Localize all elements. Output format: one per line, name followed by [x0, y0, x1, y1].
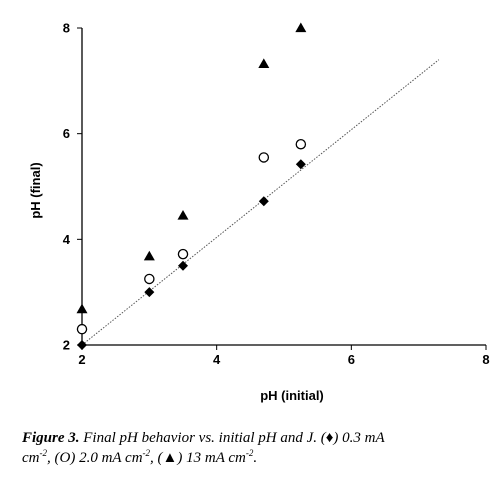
- y-axis-title: pH (final): [28, 162, 43, 218]
- triangle-point: [177, 210, 189, 220]
- diamond-point: [77, 340, 87, 350]
- caption-sup-2: -2: [142, 448, 151, 458]
- diamond-point: [144, 287, 155, 298]
- x-tick-label: 2: [78, 352, 85, 367]
- diamond-point: [295, 159, 306, 170]
- axes: 2 4 6 8 2 4 6 8 pH (initial) pH (final): [28, 21, 490, 404]
- x-tick-label: 8: [482, 352, 489, 367]
- data-points: [76, 22, 307, 350]
- scatter-chart: 2 4 6 8 2 4 6 8 pH (initial) pH (final): [28, 21, 490, 404]
- figure-caption: Figure 3. Final pH behavior vs. initial …: [22, 428, 492, 468]
- caption-line2-a: cm: [22, 450, 40, 466]
- triangle-point: [143, 250, 155, 261]
- circle-point: [177, 248, 189, 260]
- triangle-point: [76, 303, 88, 314]
- diamond-point: [178, 260, 188, 271]
- diamond-point: [258, 196, 269, 207]
- x-tick-label: 4: [213, 352, 221, 367]
- circle-point: [258, 152, 270, 163]
- triangle-point: [258, 58, 270, 69]
- caption-line2-d: .: [253, 450, 258, 466]
- caption-line2-b: , (O) 2.0 mA cm: [47, 450, 143, 466]
- caption-sup-1: -2: [39, 448, 48, 458]
- y-tick-label: 4: [63, 232, 71, 247]
- caption-sup-3: -2: [245, 448, 254, 458]
- triangle-point: [295, 22, 307, 33]
- circle-point: [76, 323, 88, 335]
- circle-point: [295, 138, 307, 150]
- y-tick-label: 2: [63, 338, 70, 353]
- caption-line1: Final pH behavior vs. initial pH and J. …: [83, 430, 385, 446]
- caption-label: Figure 3.: [22, 430, 80, 446]
- y-tick-label: 6: [63, 126, 70, 141]
- caption-line2-c: , (▲) 13 mA cm: [150, 450, 246, 466]
- x-tick-label: 6: [348, 352, 355, 367]
- x-axis-title: pH (initial): [260, 388, 324, 403]
- circle-point: [144, 273, 155, 285]
- y-tick-label: 8: [63, 21, 70, 36]
